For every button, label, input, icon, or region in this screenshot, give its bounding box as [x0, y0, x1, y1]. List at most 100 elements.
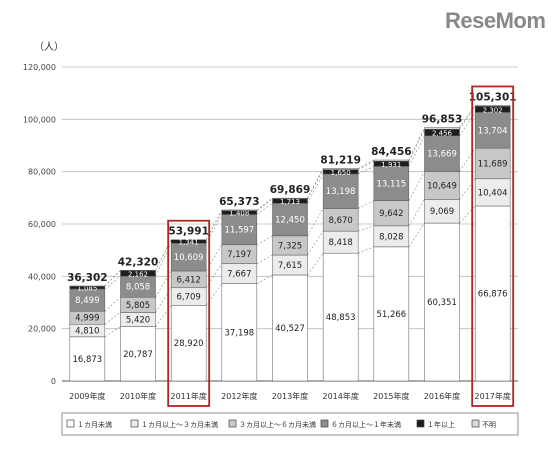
- segment-value-label: 8,670: [328, 216, 352, 226]
- legend-swatch: [130, 419, 139, 428]
- segment-value-label: 10,609: [174, 253, 204, 263]
- segment-value-label: 1,408: [229, 210, 249, 218]
- bar-segment: [170, 305, 207, 382]
- segment-value-label: 10,404: [478, 188, 508, 198]
- connector-line: [358, 166, 374, 175]
- connector-line: [256, 254, 273, 264]
- brand-logo: ReseMom: [445, 8, 546, 33]
- segment-value-label: 40,527: [275, 324, 305, 334]
- x-category-label: 2016年度: [424, 391, 460, 401]
- segment-value-label: 66,876: [478, 290, 508, 300]
- x-category-label: 2017年度: [474, 391, 510, 401]
- connector-line: [358, 246, 374, 254]
- connector-line: [459, 112, 476, 136]
- legend-label: １年以上: [427, 420, 455, 429]
- connector-line: [358, 200, 374, 209]
- legend-label: １カ月以上～３カ月未満: [141, 420, 218, 429]
- legend-label: １カ月未満: [77, 420, 112, 429]
- y-axis-unit-label: （人）: [34, 41, 64, 53]
- segment-value-label: 1,931: [381, 161, 401, 169]
- total-value-label: 81,219: [320, 154, 361, 166]
- bar-segment: [272, 274, 308, 382]
- segment-value-label: 1,085: [77, 285, 97, 293]
- x-category-label: 2012年度: [221, 391, 257, 401]
- total-value-label: 42,320: [118, 256, 159, 268]
- legend-swatch: [471, 419, 480, 428]
- connector-line: [408, 129, 425, 162]
- segment-value-label: 13,198: [326, 187, 356, 197]
- x-category-label: 2009年度: [69, 391, 105, 401]
- connector-line: [256, 198, 273, 211]
- bar-segment: [373, 246, 410, 382]
- x-category-label: 2013年度: [272, 391, 308, 401]
- segment-value-label: 8,058: [126, 283, 150, 293]
- bar-segment: [474, 147, 511, 180]
- connector-line: [408, 171, 425, 201]
- connector-line: [155, 305, 172, 327]
- connector-line: [358, 225, 374, 232]
- segment-value-label: 7,197: [227, 250, 251, 260]
- bar-segment: [170, 239, 207, 244]
- bar-segment: [221, 209, 258, 211]
- x-category-label: 2011年度: [170, 391, 206, 401]
- segment-value-label: 9,642: [379, 209, 403, 219]
- segment-value-label: 2,162: [128, 270, 148, 278]
- bar-segment: [69, 336, 106, 382]
- segment-value-label: 6,412: [176, 275, 200, 285]
- legend-box: [61, 412, 519, 436]
- x-category-label: 2014年度: [322, 391, 358, 401]
- connector-line: [408, 135, 425, 167]
- segment-value-label: 37,198: [224, 328, 254, 338]
- bar-segment: [373, 159, 410, 162]
- connector-line: [358, 160, 374, 170]
- segment-value-label: 7,615: [278, 261, 302, 271]
- connector-line: [459, 148, 476, 172]
- segment-value-label: 11,689: [478, 159, 508, 169]
- segment-value-label: 8,028: [379, 232, 403, 242]
- segment-value-label: 8,499: [75, 296, 99, 306]
- connector-line: [104, 275, 121, 290]
- y-tick-label: 20,000: [28, 325, 56, 334]
- connector-line: [104, 326, 121, 338]
- total-value-label: 84,456: [371, 146, 412, 158]
- connector-line: [307, 252, 324, 276]
- bar-segment: [69, 285, 106, 287]
- bar-segment: [272, 203, 308, 237]
- bar-segment: [120, 270, 156, 272]
- bar-segment: [373, 200, 410, 227]
- segment-value-label: 5,420: [126, 316, 150, 326]
- legend-swatch: [228, 419, 237, 428]
- segment-value-label: 4,810: [75, 327, 99, 337]
- bar-segment: [221, 283, 258, 382]
- segment-value-label: 5,805: [126, 301, 150, 311]
- highlight-box: [167, 219, 211, 407]
- x-category-label: 2010年度: [120, 391, 156, 401]
- connector-line: [307, 173, 324, 204]
- segment-value-label: 2,302: [483, 106, 503, 114]
- segment-value-label: 11,597: [224, 226, 254, 236]
- total-value-label: 65,373: [219, 196, 260, 208]
- total-value-label: 36,302: [67, 272, 108, 284]
- total-value-label: 69,869: [270, 184, 311, 196]
- y-tick-label: 120,000: [23, 63, 56, 72]
- connector-line: [256, 274, 273, 284]
- y-tick-label: 100,000: [23, 115, 56, 124]
- connector-line: [104, 312, 121, 325]
- connector-line: [459, 106, 476, 130]
- y-tick-label: 0: [51, 377, 56, 386]
- bar-segment: [424, 171, 460, 200]
- segment-value-label: 13,704: [478, 126, 508, 136]
- connector-line: [256, 197, 273, 211]
- bar-segment: [424, 222, 460, 382]
- segment-value-label: 12,450: [275, 216, 305, 226]
- segment-value-label: 13,115: [376, 179, 406, 189]
- segment-value-label: 8,418: [328, 238, 352, 248]
- legend-swatch: [66, 419, 75, 428]
- bar-segment: [120, 326, 156, 382]
- bar-segment: [424, 127, 460, 130]
- segment-value-label: 28,920: [174, 339, 204, 349]
- connector-line: [104, 297, 121, 312]
- bar-segment: [272, 197, 308, 200]
- bar-segment: [170, 242, 207, 272]
